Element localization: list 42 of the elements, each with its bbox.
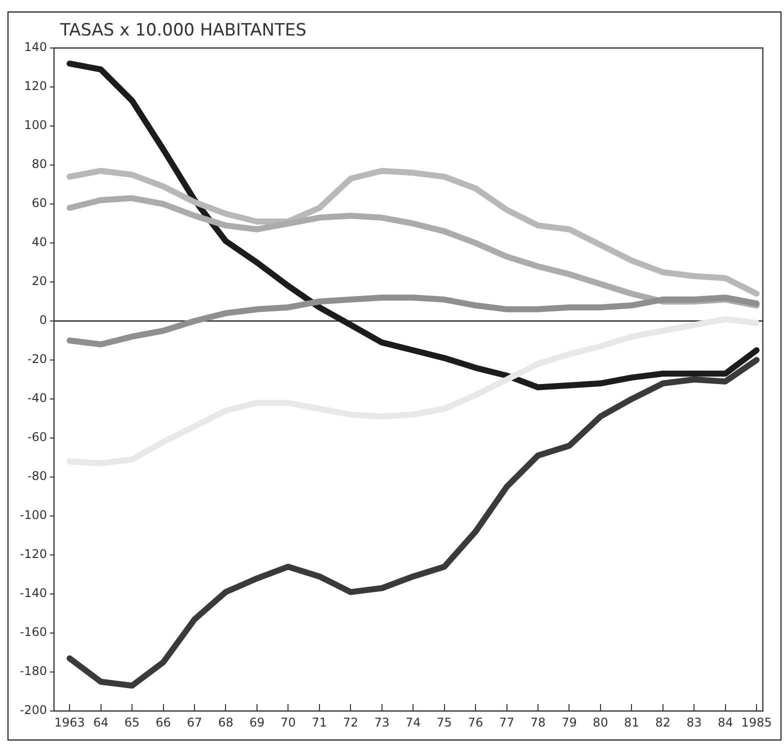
y-tick-label: -140 xyxy=(20,586,47,600)
y-tick-label: 140 xyxy=(24,40,47,54)
x-tick-label: 1963 xyxy=(54,715,85,730)
y-tick-label: 40 xyxy=(32,235,47,250)
y-tick-label: -60 xyxy=(27,430,47,444)
y-tick-label: -80 xyxy=(27,469,47,484)
x-tick-label: 77 xyxy=(499,715,514,730)
y-tick-label: -180 xyxy=(20,664,47,678)
y-tick-label: -40 xyxy=(27,391,47,406)
y-tick-label: -100 xyxy=(20,508,47,522)
x-tick-label: 73 xyxy=(374,715,390,730)
x-tick-label: 83 xyxy=(686,715,702,730)
x-tick-label: 64 xyxy=(93,715,108,730)
x-tick-label: 68 xyxy=(218,715,234,730)
y-tick-label: 0 xyxy=(39,313,47,328)
x-tick-label: 72 xyxy=(343,715,358,730)
y-tick-label: -20 xyxy=(27,352,47,366)
x-tick-label: 74 xyxy=(405,715,421,730)
x-tick-label: 75 xyxy=(436,715,452,730)
x-tick-label: 65 xyxy=(124,715,140,730)
x-tick-label: 1985 xyxy=(741,715,772,730)
x-tick-label: 69 xyxy=(249,715,265,730)
x-tick-label: 67 xyxy=(186,715,202,730)
x-tick-label: 76 xyxy=(468,715,484,730)
y-tick-label: -120 xyxy=(20,547,47,562)
y-tick-label: -200 xyxy=(20,703,47,718)
y-tick-label: 100 xyxy=(24,118,47,132)
y-tick-label: 120 xyxy=(24,79,47,94)
y-tick-label: 80 xyxy=(32,157,47,172)
x-tick-label: 82 xyxy=(655,715,671,730)
y-tick-label: -160 xyxy=(20,625,47,640)
x-tick-label: 78 xyxy=(530,715,546,730)
chart-title: TASAS x 10.000 HABITANTES xyxy=(59,20,306,40)
x-tick-label: 71 xyxy=(312,715,328,730)
x-tick-label: 80 xyxy=(592,715,608,730)
y-tick-label: 60 xyxy=(32,196,47,210)
y-tick-label: 20 xyxy=(32,274,47,288)
x-tick-label: 70 xyxy=(280,715,296,730)
x-tick-label: 79 xyxy=(562,715,577,730)
x-tick-label: 66 xyxy=(156,715,171,730)
x-tick-label: 81 xyxy=(624,715,640,730)
x-tick-label: 84 xyxy=(718,715,733,730)
